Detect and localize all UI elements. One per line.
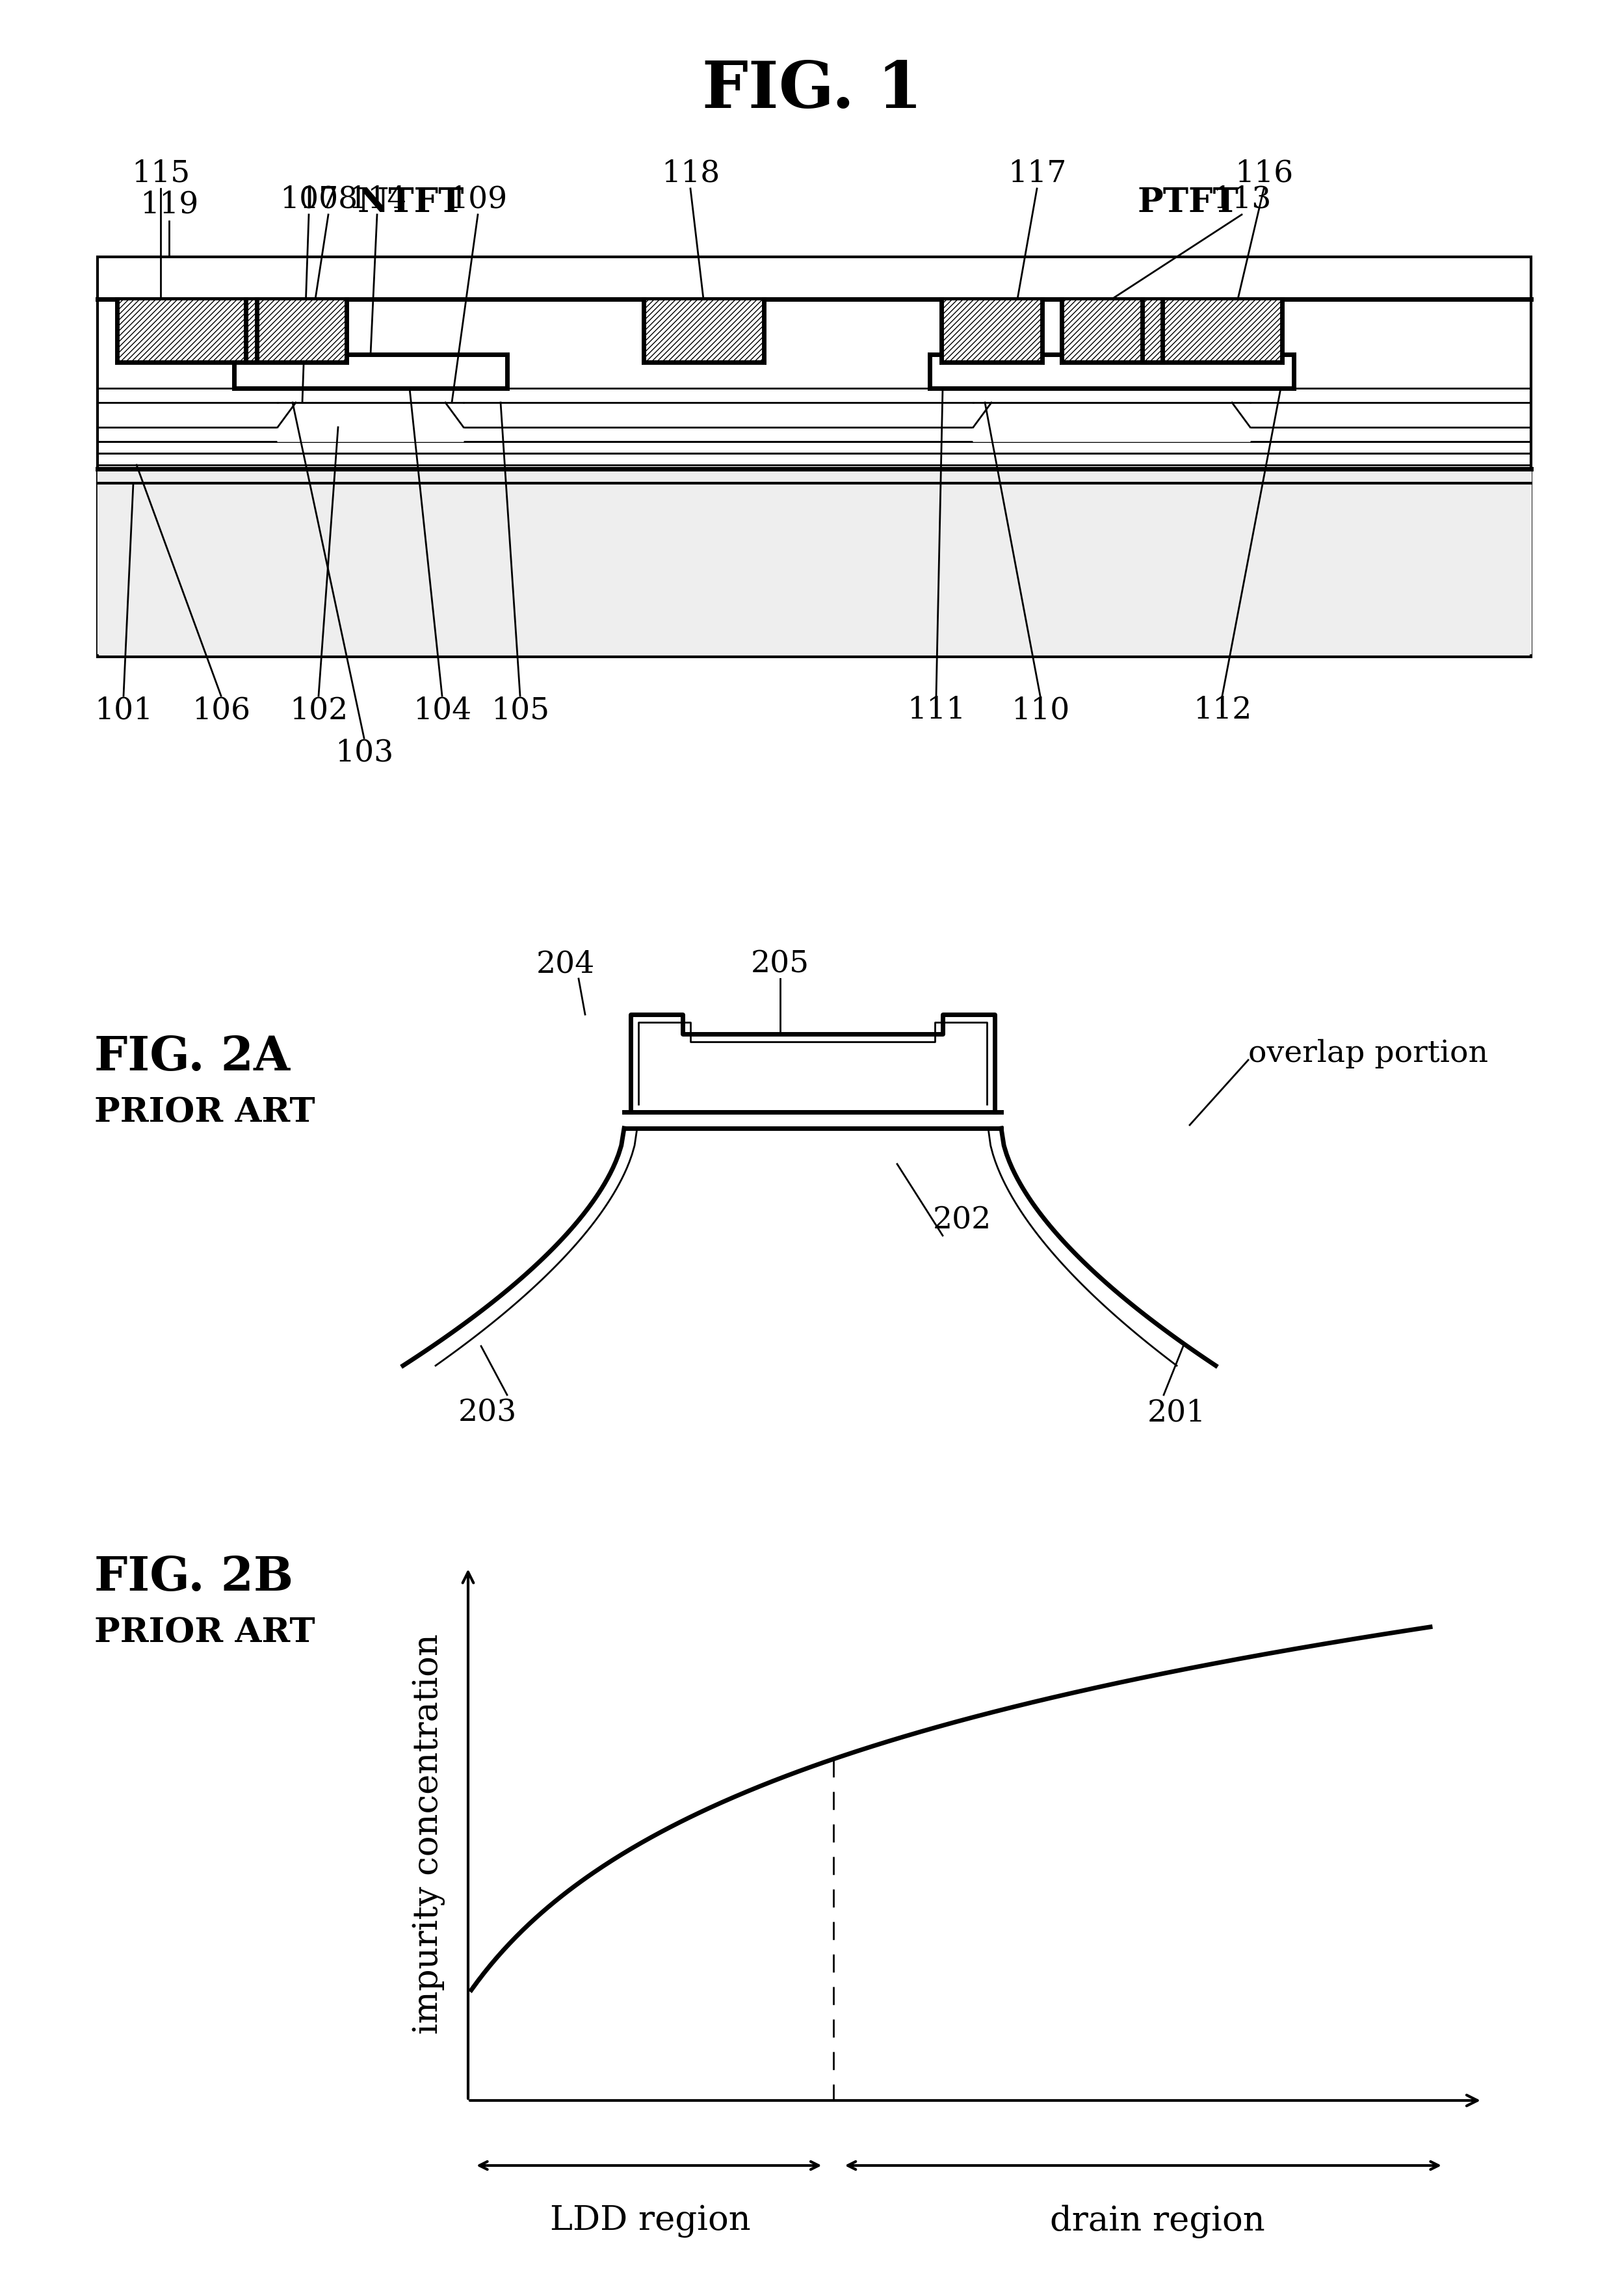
Text: 114: 114: [348, 185, 406, 214]
Text: impurity concentration: impurity concentration: [412, 1633, 445, 2034]
Text: 112: 112: [1194, 695, 1252, 724]
Text: LDD region: LDD region: [551, 2205, 750, 2237]
Text: PRIOR ART: PRIOR ART: [94, 1615, 315, 1649]
Text: 108: 108: [299, 185, 357, 214]
Text: overlap portion: overlap portion: [1249, 1039, 1488, 1068]
Text: PRIOR ART: PRIOR ART: [94, 1096, 315, 1130]
Bar: [117, 298, 257, 362]
Text: 203: 203: [458, 1399, 516, 1428]
Text: 113: 113: [1213, 185, 1272, 214]
Text: 119: 119: [140, 189, 198, 219]
Text: FIG. 1: FIG. 1: [702, 59, 922, 121]
Text: 118: 118: [661, 159, 719, 189]
Text: FIG. 2A: FIG. 2A: [94, 1034, 291, 1080]
Text: 116: 116: [1234, 159, 1293, 189]
Bar: [643, 298, 763, 362]
Text: 106: 106: [192, 695, 250, 724]
Bar: [929, 355, 1294, 387]
Text: NTFT: NTFT: [357, 187, 464, 219]
Bar: [234, 355, 507, 387]
Text: 104: 104: [412, 695, 471, 724]
Text: 109: 109: [448, 185, 507, 214]
Text: 105: 105: [490, 695, 549, 724]
Bar: [97, 257, 1531, 656]
Bar: [245, 298, 346, 362]
Text: 201: 201: [1148, 1399, 1207, 1428]
Polygon shape: [278, 403, 463, 442]
Text: 117: 117: [1007, 159, 1067, 189]
Text: PTFT: PTFT: [1138, 187, 1239, 219]
Text: 103: 103: [335, 738, 393, 768]
Text: 110: 110: [1010, 695, 1070, 724]
Text: drain region: drain region: [1051, 2205, 1265, 2237]
Text: 111: 111: [906, 695, 966, 724]
Bar: [1142, 298, 1281, 362]
Text: 102: 102: [289, 695, 348, 724]
Text: 101: 101: [94, 695, 153, 724]
Text: 204: 204: [536, 950, 594, 980]
Bar: [1062, 298, 1163, 362]
Text: 202: 202: [932, 1205, 992, 1235]
Text: 115: 115: [132, 159, 190, 189]
Polygon shape: [973, 403, 1250, 442]
Bar: [942, 298, 1043, 362]
Text: 107: 107: [279, 185, 338, 214]
Text: FIG. 2B: FIG. 2B: [94, 1554, 294, 1601]
Text: 205: 205: [750, 950, 809, 980]
